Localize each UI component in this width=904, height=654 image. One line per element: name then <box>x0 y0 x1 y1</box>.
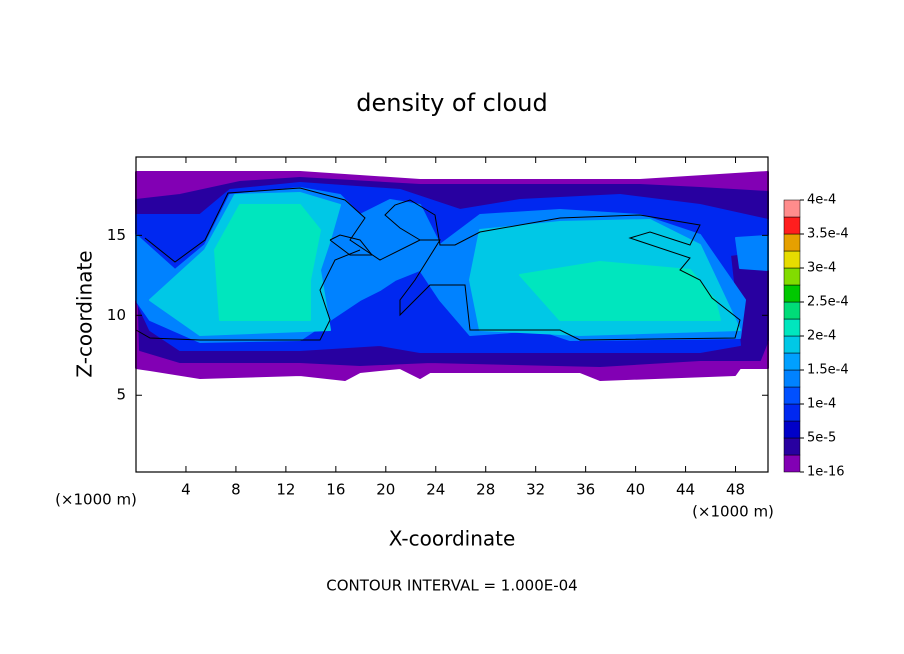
colorbar-label: 3.5e-4 <box>807 227 849 242</box>
colorbar-label: 3e-4 <box>807 261 836 276</box>
colorbar-box <box>783 454 801 473</box>
contour-line <box>144 187 741 341</box>
colorbar-box <box>783 420 801 439</box>
colorbar-label: 1e-16 <box>807 465 845 480</box>
colorbar-box <box>783 267 801 286</box>
x-axis-label: X-coordinate <box>389 527 516 551</box>
colorbar-box <box>783 403 801 422</box>
y-unit: (×1000 m) <box>55 491 137 509</box>
contour-line <box>329 234 374 256</box>
colorbar-box <box>783 386 801 405</box>
x-tick-label: 36 <box>576 481 595 499</box>
colorbar-box <box>783 301 801 320</box>
colorbar-box <box>783 437 801 456</box>
x-tick-label: 40 <box>626 481 645 499</box>
contour-line <box>135 249 361 341</box>
y-tick-label: 5 <box>116 386 126 404</box>
colorbar-box <box>783 233 801 252</box>
chart-title: density of cloud <box>356 89 547 117</box>
x-tick-label: 32 <box>526 481 545 499</box>
contour-region <box>214 204 321 321</box>
x-tick-label: 8 <box>231 481 241 499</box>
colorbar-label: 2.5e-4 <box>807 295 849 310</box>
colorbar-label: 2e-4 <box>807 329 836 344</box>
x-unit: (×1000 m) <box>692 503 774 521</box>
colorbar-box <box>783 199 801 218</box>
colorbar-box <box>783 250 801 269</box>
y-tick-label: 10 <box>107 306 126 324</box>
colorbar-box <box>783 284 801 303</box>
x-tick-label: 12 <box>276 481 295 499</box>
colorbar-label: 1e-4 <box>807 397 836 412</box>
contour-field <box>135 171 769 381</box>
x-tick-label: 4 <box>181 481 191 499</box>
colorbar-box <box>783 335 801 354</box>
colorbar-label: 5e-5 <box>807 431 836 446</box>
plot-frame <box>135 156 769 473</box>
x-tick-label: 28 <box>476 481 495 499</box>
colorbar-box <box>783 352 801 371</box>
x-tick-label: 20 <box>376 481 395 499</box>
colorbar-label: 4e-4 <box>807 193 836 208</box>
y-axis-label: Z-coordinate <box>73 250 97 377</box>
x-tick-label: 24 <box>426 481 445 499</box>
colorbar-label: 1.5e-4 <box>807 363 849 378</box>
footnote: CONTOUR INTERVAL = 1.000E-04 <box>326 577 577 595</box>
x-tick-label: 48 <box>726 481 745 499</box>
y-tick-label: 15 <box>107 226 126 244</box>
colorbar-box <box>783 318 801 337</box>
colorbar-box <box>783 369 801 388</box>
contour-region <box>735 235 769 271</box>
colorbar-box <box>783 216 801 235</box>
x-tick-label: 44 <box>676 481 695 499</box>
x-tick-label: 16 <box>326 481 345 499</box>
